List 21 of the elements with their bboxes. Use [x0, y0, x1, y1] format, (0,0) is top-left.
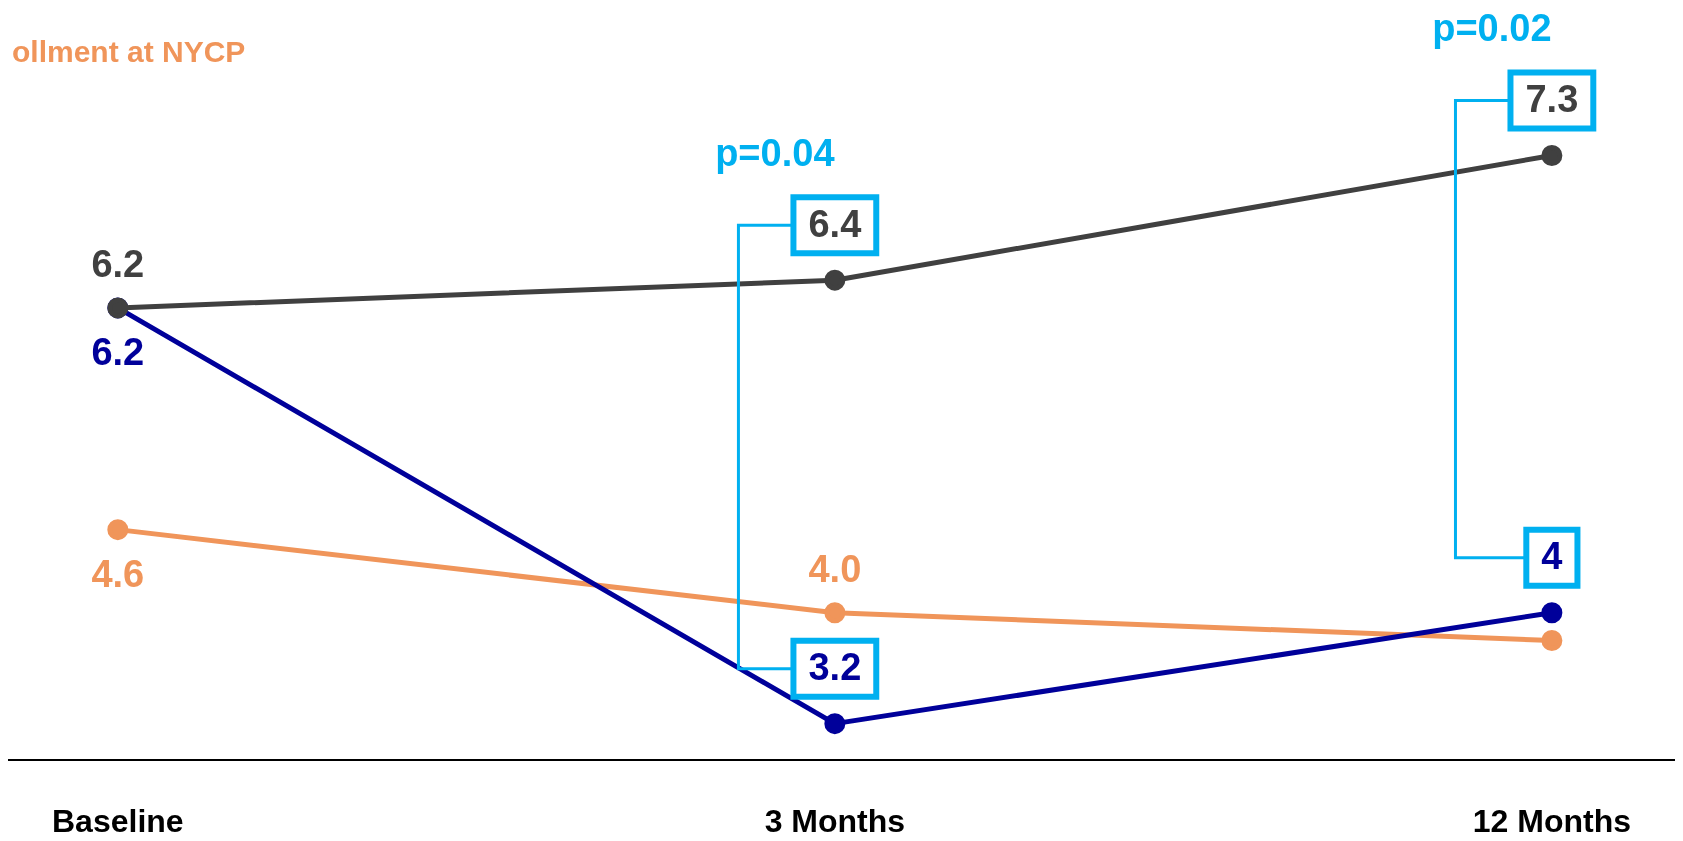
- point: [824, 602, 846, 624]
- point: [1541, 629, 1563, 651]
- data-label: 4.0: [808, 548, 862, 591]
- text: ollment at NYCP: [12, 35, 246, 69]
- x-tick-label: 12 Months: [1472, 803, 1631, 840]
- text: p=0.02: [1432, 6, 1552, 49]
- point: [1541, 602, 1563, 624]
- data-label: 6.2: [91, 243, 145, 286]
- data-label: 6.2: [91, 331, 145, 374]
- data-label: 4: [1541, 535, 1563, 578]
- point: [824, 269, 846, 291]
- data-label: 3.2: [808, 646, 862, 689]
- annotation: p=0.04: [715, 131, 835, 174]
- point: [107, 519, 129, 541]
- point: [824, 713, 846, 735]
- point: [1541, 144, 1563, 166]
- data-label: 4.6: [91, 553, 145, 596]
- x-tick-label: 3 Months: [764, 803, 906, 840]
- x-tick-label: Baseline: [52, 803, 184, 840]
- data-label: 7.3: [1525, 77, 1579, 120]
- data-label: 6.4: [808, 202, 862, 245]
